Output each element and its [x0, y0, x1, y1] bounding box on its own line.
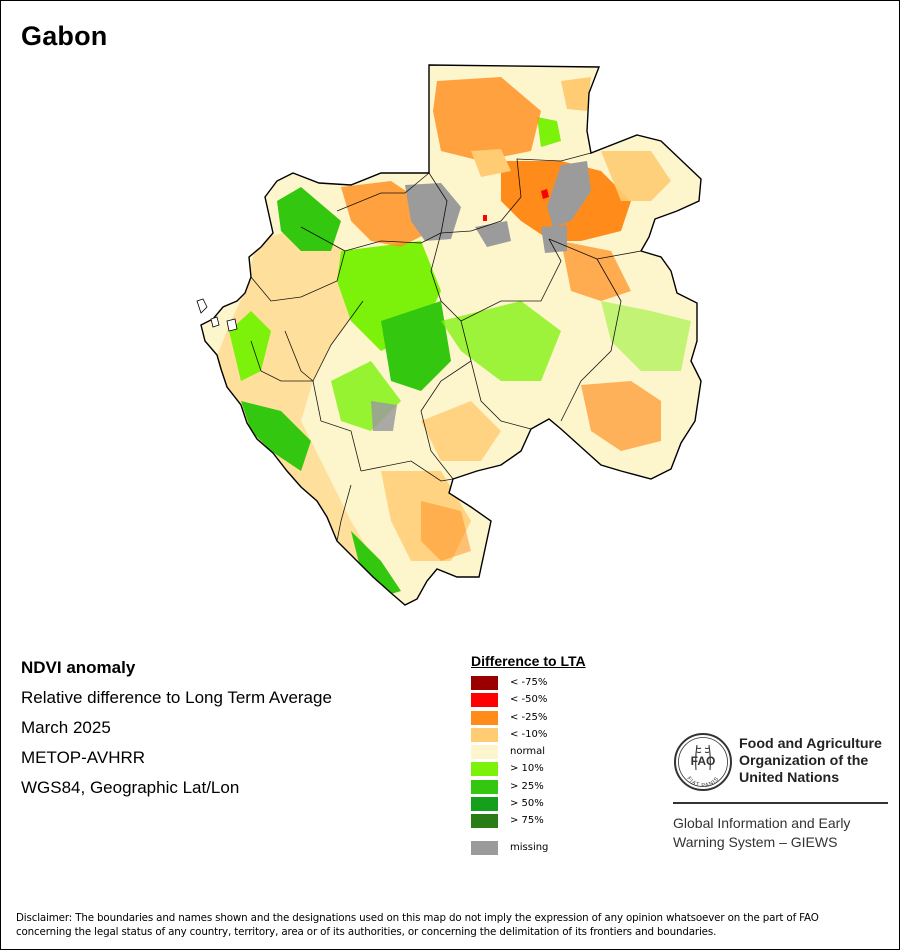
map-title: Gabon	[21, 21, 108, 51]
legend-item: < -10%	[471, 727, 651, 744]
disclaimer-line: concerning the legal status of any count…	[16, 926, 717, 938]
legend-label: < -25%	[510, 711, 548, 723]
divider	[673, 802, 888, 804]
legend-swatch	[471, 840, 498, 855]
legend-item: > 75%	[471, 813, 651, 830]
giews-line: Global Information and Early	[673, 815, 851, 831]
legend-label: > 75%	[510, 815, 544, 827]
legend-title: Difference to LTA	[471, 653, 586, 669]
legend-swatch	[471, 797, 498, 812]
layer-description: Relative difference to Long Term Average	[21, 688, 332, 707]
legend-item: < -25%	[471, 710, 651, 727]
legend-swatch	[471, 779, 498, 794]
legend-swatch	[471, 727, 498, 742]
legend-item: normal	[471, 744, 651, 761]
legend-label: < -75%	[510, 677, 548, 688]
legend-swatch	[471, 693, 498, 708]
legend-item: < -50%	[471, 692, 651, 709]
fao-name: Food and Agriculture Organization of the…	[739, 736, 882, 787]
legend-label: < -50%	[510, 694, 548, 706]
fao-name-line: Food and Agriculture	[739, 736, 882, 752]
legend-label: < -10%	[510, 728, 548, 740]
fao-name-line: Organization of the	[739, 753, 869, 769]
legend-item: > 10%	[471, 761, 651, 778]
legend-label: normal	[510, 746, 546, 758]
layer-name: NDVI anomaly	[21, 658, 136, 677]
legend: Difference to LTA < -75% < -50% < -25% <…	[471, 653, 651, 857]
legend-swatch	[471, 762, 498, 777]
fao-logo-icon: FAO FIAT PANIS	[674, 733, 732, 791]
legend-item: > 25%	[471, 779, 651, 796]
fao-name-line: United Nations	[739, 770, 840, 786]
projection: WGS84, Geographic Lat/Lon	[21, 778, 240, 797]
sensor: METOP-AVHRR	[21, 748, 146, 767]
disclaimer: Disclaimer: The boundaries and names sho…	[16, 911, 886, 939]
legend-item: < -75%	[471, 675, 651, 692]
disclaimer-line: Disclaimer: The boundaries and names sho…	[16, 912, 819, 924]
legend-label: > 25%	[510, 780, 544, 792]
giews-name: Global Information and Early Warning Sys…	[673, 814, 850, 852]
legend-swatch	[471, 745, 498, 760]
giews-line: Warning System – GIEWS	[673, 834, 838, 850]
gabon-ndvi-map	[196, 64, 702, 606]
legend-label: > 50%	[510, 798, 544, 810]
legend-swatch	[471, 676, 498, 690]
period: March 2025	[21, 718, 111, 737]
legend-item: > 50%	[471, 796, 651, 813]
legend-item: missing	[471, 840, 651, 857]
legend-swatch	[471, 814, 498, 829]
legend-label: > 10%	[510, 763, 544, 775]
map-info: NDVI anomaly Relative difference to Long…	[21, 657, 332, 807]
fao-logo-text: FAO	[691, 754, 716, 768]
legend-label: missing	[510, 841, 549, 853]
legend-swatch	[471, 710, 498, 725]
